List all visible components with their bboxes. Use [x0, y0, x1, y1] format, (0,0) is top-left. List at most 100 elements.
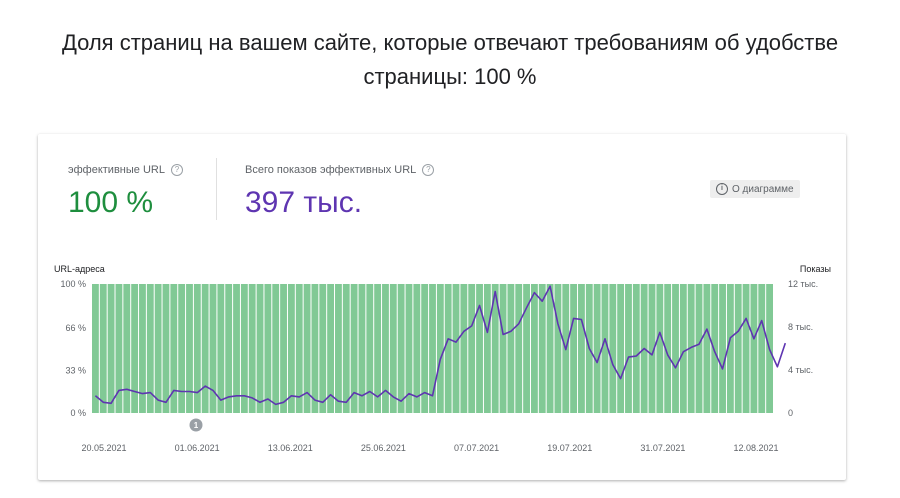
good-urls-bar [303, 284, 311, 413]
annotation-label: 1 [194, 421, 199, 430]
impressions-metric[interactable]: Всего показов эффективных URL ? 397 тыс. [245, 164, 435, 220]
good-urls-bar [734, 284, 742, 413]
good-urls-bar [538, 284, 546, 413]
good-urls-bar [719, 284, 726, 413]
about-chart-label: О диаграмме [732, 183, 794, 195]
good-urls-bar [248, 284, 256, 413]
about-chart-button[interactable]: i О диаграмме [710, 180, 800, 198]
good-urls-bar [319, 284, 327, 413]
good-urls-bar [287, 284, 295, 413]
good-urls-bar [703, 284, 711, 413]
good-urls-bar [272, 284, 280, 413]
good-urls-bar [672, 284, 679, 413]
good-urls-bar [632, 284, 640, 413]
impressions-label: Всего показов эффективных URL [245, 164, 417, 176]
good-urls-bar [154, 284, 162, 413]
good-urls-bar [123, 284, 131, 413]
x-tick-label: 20.05.2021 [81, 443, 126, 453]
good-urls-bar [374, 284, 382, 413]
help-icon[interactable]: ? [170, 164, 183, 176]
good-urls-bar [335, 284, 342, 413]
good-urls-bar [264, 284, 272, 413]
good-urls-bar [554, 284, 562, 413]
good-urls-bar [444, 284, 452, 413]
right-tick-label: 4 тыс. [788, 365, 813, 375]
good-urls-bar [742, 284, 750, 413]
good-urls-bar [468, 284, 476, 413]
good-urls-label: эффективные URL [68, 164, 165, 176]
good-urls-bar [593, 284, 601, 413]
good-urls-bar [507, 284, 515, 413]
left-tick-label: 33 % [65, 365, 86, 375]
good-urls-bar [679, 284, 687, 413]
good-urls-bar [460, 284, 468, 413]
good-urls-bar [617, 284, 625, 413]
metric-divider [216, 158, 217, 220]
good-urls-bar [162, 284, 170, 413]
right-axis-title: Показы [800, 264, 831, 274]
x-tick-label: 31.07.2021 [640, 443, 685, 453]
good-urls-bar [656, 284, 664, 413]
page-title: Доля страниц на вашем сайте, которые отв… [61, 30, 839, 89]
good-urls-bar [240, 284, 248, 413]
good-urls-bar [382, 284, 389, 413]
good-urls-bar [476, 284, 483, 413]
good-urls-bar [350, 284, 358, 413]
good-urls-bar [491, 284, 499, 413]
annotation-marker[interactable] [189, 418, 203, 432]
good-urls-bar [170, 284, 178, 413]
good-urls-bar [750, 284, 758, 413]
good-urls-metric[interactable]: эффективные URL ? 100 % [68, 164, 183, 220]
left-tick-label: 66 % [65, 323, 86, 333]
good-urls-bar [146, 284, 154, 413]
good-urls-bar [193, 284, 201, 413]
good-urls-bar [758, 284, 766, 413]
good-urls-bar [421, 284, 429, 413]
good-urls-bar [201, 284, 209, 413]
info-icon: i [716, 183, 728, 195]
good-urls-bar [209, 284, 217, 413]
good-urls-bar [107, 284, 115, 413]
impressions-line [94, 285, 787, 406]
x-tick-label: 07.07.2021 [454, 443, 499, 453]
good-urls-bar [92, 284, 99, 413]
x-tick-label: 25.06.2021 [361, 443, 406, 453]
good-urls-bar [280, 284, 287, 413]
good-urls-bar [217, 284, 225, 413]
good-urls-bar [711, 284, 719, 413]
right-tick-label: 0 [788, 408, 793, 418]
good-urls-bar [664, 284, 672, 413]
good-urls-bar [609, 284, 617, 413]
good-urls-bar [530, 284, 538, 413]
good-urls-bar [515, 284, 523, 413]
good-urls-bar [578, 284, 585, 413]
right-tick-label: 8 тыс. [788, 322, 813, 332]
good-urls-bar [546, 284, 554, 413]
left-tick-label: 100 % [60, 279, 86, 289]
good-urls-bar [311, 284, 319, 413]
good-urls-bar [366, 284, 374, 413]
good-urls-bar [225, 284, 233, 413]
good-urls-bar [570, 284, 578, 413]
good-urls-bar [601, 284, 609, 413]
good-urls-bar [327, 284, 335, 413]
good-urls-bar [452, 284, 460, 413]
good-urls-bar [625, 284, 632, 413]
good-urls-bar [648, 284, 656, 413]
x-tick-label: 19.07.2021 [547, 443, 592, 453]
good-urls-bar [726, 284, 734, 413]
good-urls-bar [233, 284, 240, 413]
right-tick-label: 12 тыс. [788, 279, 818, 289]
good-urls-bar [99, 284, 107, 413]
good-urls-bar [342, 284, 350, 413]
good-urls-bar [256, 284, 264, 413]
good-urls-bar [405, 284, 413, 413]
chart-card: эффективные URL ? 100 % Всего показов эф… [38, 134, 846, 480]
good-urls-bar [139, 284, 146, 413]
good-urls-bar [413, 284, 421, 413]
good-urls-bar [429, 284, 436, 413]
good-urls-bar [436, 284, 444, 413]
help-icon[interactable]: ? [422, 164, 435, 176]
good-urls-bar [389, 284, 397, 413]
good-urls-bar [397, 284, 405, 413]
